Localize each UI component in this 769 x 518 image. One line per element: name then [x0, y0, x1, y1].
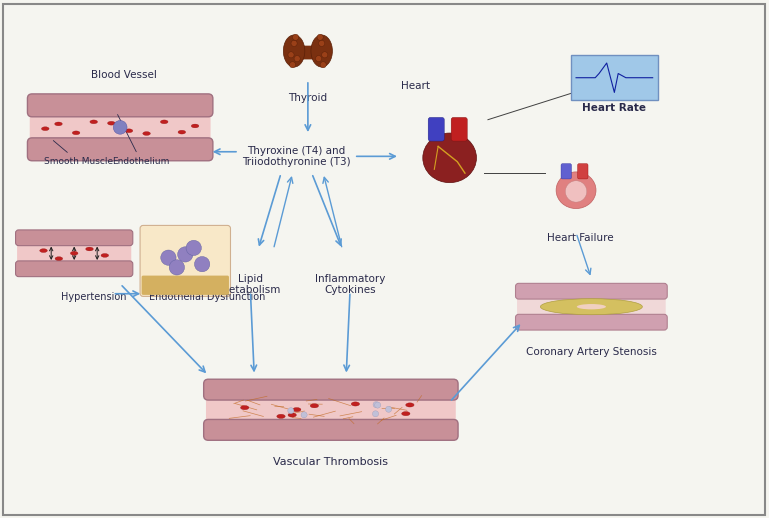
Ellipse shape [423, 133, 477, 183]
Ellipse shape [351, 402, 360, 406]
Ellipse shape [283, 35, 305, 67]
Ellipse shape [55, 122, 62, 126]
Ellipse shape [406, 403, 414, 407]
Circle shape [315, 55, 321, 62]
Circle shape [318, 40, 325, 47]
Ellipse shape [310, 404, 318, 408]
Circle shape [320, 62, 326, 68]
FancyBboxPatch shape [28, 138, 213, 161]
FancyBboxPatch shape [561, 164, 571, 179]
Ellipse shape [42, 127, 49, 131]
FancyBboxPatch shape [298, 46, 318, 60]
Circle shape [178, 247, 193, 262]
Text: Smooth Muscle: Smooth Muscle [44, 140, 112, 166]
Ellipse shape [108, 121, 115, 125]
FancyBboxPatch shape [30, 110, 211, 145]
Ellipse shape [577, 304, 606, 309]
FancyBboxPatch shape [515, 283, 667, 299]
Circle shape [385, 406, 391, 412]
Text: Thyroid: Thyroid [288, 93, 328, 103]
Text: Heart Rate: Heart Rate [582, 103, 647, 113]
FancyBboxPatch shape [17, 241, 131, 266]
FancyBboxPatch shape [204, 420, 458, 440]
FancyBboxPatch shape [206, 393, 456, 426]
Ellipse shape [178, 130, 185, 134]
Ellipse shape [277, 414, 285, 419]
FancyBboxPatch shape [15, 230, 133, 246]
Ellipse shape [85, 247, 93, 251]
Text: Thyroxine (T4) and
Triiodothyronine (T3): Thyroxine (T4) and Triiodothyronine (T3) [242, 146, 351, 167]
Ellipse shape [161, 120, 168, 124]
FancyBboxPatch shape [28, 94, 213, 117]
Ellipse shape [311, 35, 332, 67]
FancyBboxPatch shape [141, 276, 229, 295]
Circle shape [169, 260, 185, 275]
Text: Heart Failure: Heart Failure [547, 233, 613, 242]
Circle shape [321, 52, 328, 58]
Ellipse shape [292, 408, 301, 412]
Ellipse shape [565, 181, 587, 202]
Ellipse shape [288, 413, 296, 417]
Ellipse shape [241, 406, 249, 410]
Text: Vascular Thrombosis: Vascular Thrombosis [273, 457, 388, 467]
Ellipse shape [70, 251, 78, 255]
Text: Lipid
Metabolism: Lipid Metabolism [220, 274, 281, 295]
Ellipse shape [101, 253, 108, 257]
FancyBboxPatch shape [451, 118, 468, 141]
Ellipse shape [401, 412, 410, 416]
Circle shape [289, 62, 295, 68]
FancyBboxPatch shape [204, 379, 458, 400]
FancyBboxPatch shape [428, 118, 444, 141]
Ellipse shape [55, 257, 63, 261]
Text: Endothelium: Endothelium [112, 114, 170, 166]
Text: Blood Vessel: Blood Vessel [91, 70, 157, 80]
Circle shape [373, 401, 379, 408]
Text: Inflammatory
Cytokines: Inflammatory Cytokines [315, 274, 385, 295]
Circle shape [375, 402, 381, 408]
Ellipse shape [556, 172, 596, 209]
Circle shape [372, 411, 378, 417]
Circle shape [291, 40, 297, 47]
Text: Coronary Artery Stenosis: Coronary Artery Stenosis [526, 347, 657, 357]
Circle shape [301, 412, 307, 418]
Ellipse shape [90, 120, 98, 124]
Ellipse shape [191, 124, 199, 128]
Circle shape [161, 250, 176, 265]
Circle shape [288, 408, 294, 414]
Circle shape [113, 121, 127, 134]
Ellipse shape [72, 131, 80, 135]
FancyBboxPatch shape [578, 164, 588, 179]
Circle shape [186, 240, 201, 255]
Circle shape [317, 34, 323, 40]
Ellipse shape [125, 129, 133, 133]
Ellipse shape [143, 132, 151, 135]
Circle shape [288, 52, 294, 58]
FancyBboxPatch shape [515, 314, 667, 330]
Text: Hypertension: Hypertension [62, 292, 127, 302]
FancyBboxPatch shape [140, 225, 231, 296]
Circle shape [294, 55, 300, 62]
Circle shape [195, 256, 210, 272]
FancyBboxPatch shape [517, 295, 666, 319]
FancyBboxPatch shape [15, 261, 133, 277]
Ellipse shape [40, 249, 48, 252]
Circle shape [292, 34, 298, 40]
FancyBboxPatch shape [571, 55, 658, 100]
Ellipse shape [541, 299, 642, 315]
Text: Heart: Heart [401, 81, 430, 91]
Text: Endothelial Dysfunction: Endothelial Dysfunction [148, 292, 265, 302]
